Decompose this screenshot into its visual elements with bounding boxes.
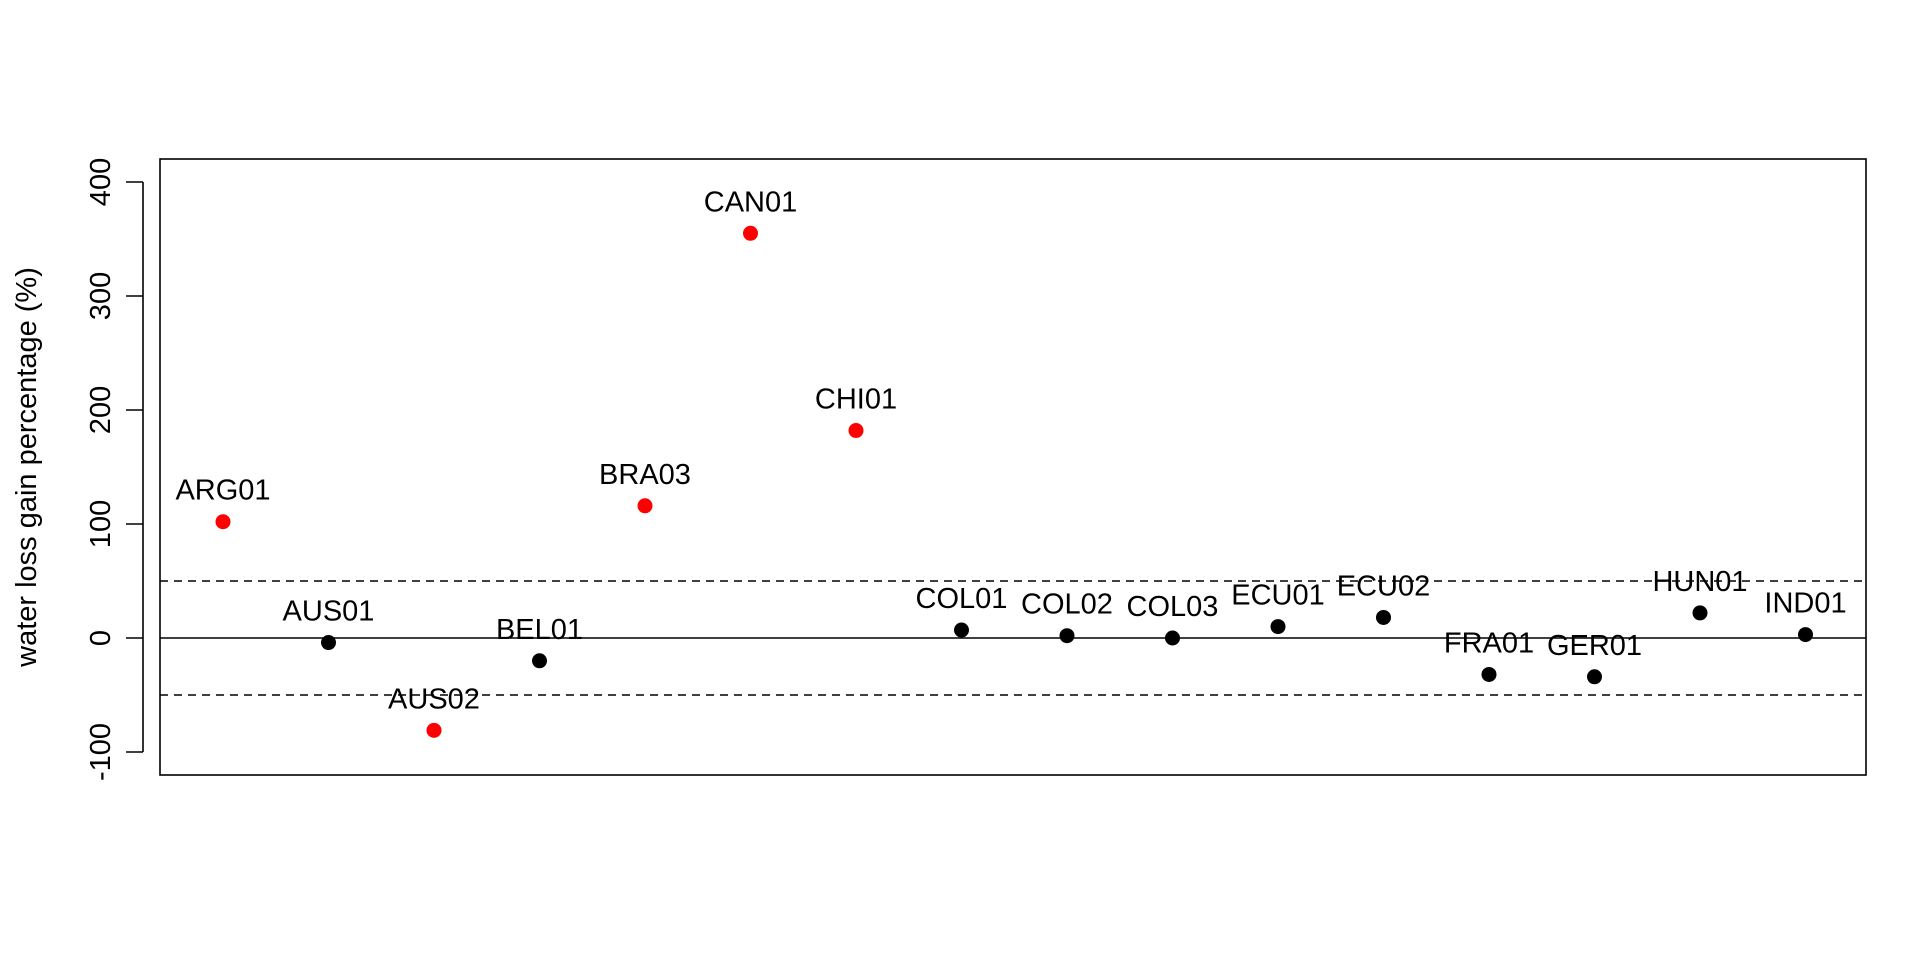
y-axis: -100 0 100 200 300 400 [85, 158, 144, 781]
data-point-label: AUS02 [388, 683, 480, 715]
data-point-label: FRA01 [1444, 627, 1534, 659]
y-tick-label: 200 [85, 386, 117, 434]
data-point [1798, 627, 1813, 643]
data-point-group: COL01 [916, 583, 1008, 638]
data-point [954, 622, 969, 638]
data-point-group: COL03 [1127, 591, 1219, 646]
data-point [1481, 666, 1497, 682]
data-point-label: IND01 [1764, 588, 1846, 620]
data-point-group: ECU02 [1337, 570, 1431, 625]
data-point-group: AUS01 [283, 596, 375, 651]
data-point [1376, 609, 1391, 625]
y-tick-label: 0 [85, 630, 117, 646]
data-point-group: IND01 [1764, 588, 1847, 643]
data-point-label: AUS01 [283, 596, 375, 628]
data-point-group: FRA01 [1444, 627, 1534, 682]
data-point-group: BEL01 [496, 614, 583, 669]
data-point-label: COL03 [1127, 591, 1219, 623]
data-point-group: CAN01 [704, 186, 798, 241]
data-point [215, 514, 231, 530]
data-point-label: GER01 [1547, 630, 1642, 662]
data-point-label: ECU01 [1231, 580, 1325, 612]
data-point-label: ARG01 [175, 475, 270, 507]
data-point-label: CHI01 [815, 384, 897, 416]
data-point-group: CHI01 [815, 384, 897, 439]
data-point-group: ARG01 [175, 475, 271, 530]
data-point [637, 498, 653, 514]
data-point-group: HUN01 [1652, 566, 1748, 621]
y-tick-label: 100 [85, 500, 117, 548]
y-tick-label: 400 [85, 158, 117, 206]
data-point-group: ECU01 [1231, 580, 1325, 635]
data-point [1165, 630, 1180, 646]
y-tick-label: -100 [85, 723, 117, 781]
data-point-label: BEL01 [496, 614, 583, 646]
data-point-group: AUS02 [388, 683, 480, 738]
data-point [321, 635, 336, 651]
plot-frame [159, 158, 1867, 776]
data-point-label: COL01 [916, 583, 1008, 615]
data-points: ARG01 AUS01 AUS02 BEL01 BRA03 CAN01 CHI01 COL01… [175, 186, 1847, 738]
data-point-group: GER01 [1547, 630, 1642, 685]
y-axis-title: water loss gain percentage (%) [11, 267, 43, 668]
data-point-label: ECU02 [1337, 570, 1431, 602]
data-point [1270, 619, 1286, 635]
data-point [1059, 628, 1075, 644]
data-point [426, 722, 442, 738]
data-point [1692, 605, 1708, 621]
data-point-group: BRA03 [599, 459, 691, 514]
data-point [743, 225, 758, 241]
data-point-label: BRA03 [599, 459, 691, 491]
data-point-label: HUN01 [1652, 566, 1747, 598]
reference-lines [160, 580, 1866, 696]
y-tick-label: 300 [85, 272, 117, 320]
data-point [848, 423, 864, 439]
data-point-label: CAN01 [704, 186, 798, 218]
data-point [532, 653, 547, 669]
data-point-label: COL02 [1021, 589, 1113, 621]
data-point [1587, 669, 1602, 685]
data-point-group: COL02 [1021, 589, 1113, 644]
